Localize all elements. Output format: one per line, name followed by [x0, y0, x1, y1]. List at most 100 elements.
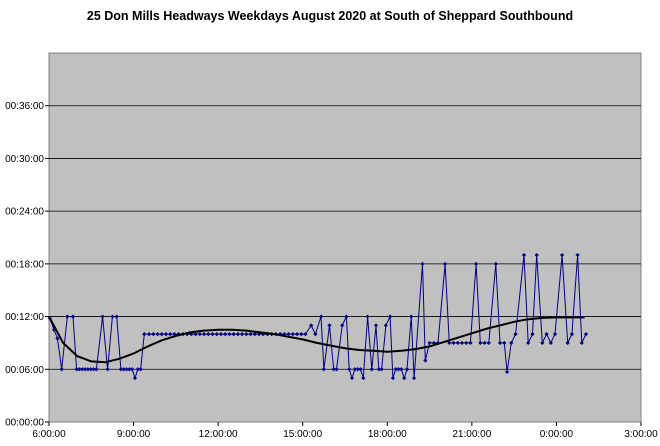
headway-point — [185, 332, 190, 337]
headway-point — [138, 367, 143, 372]
headway-point — [172, 332, 177, 337]
headway-point — [318, 314, 324, 319]
trend-line — [48, 316, 585, 364]
headway-point — [206, 332, 211, 337]
headway-point — [396, 367, 401, 372]
headway-point — [423, 358, 428, 363]
headway-point — [399, 367, 404, 372]
headway-point — [240, 332, 245, 337]
headway-point — [299, 332, 304, 337]
headway-point — [290, 332, 295, 337]
headway-point — [355, 367, 360, 372]
headway-point — [420, 261, 425, 266]
headway-point — [65, 314, 70, 319]
headway-point — [565, 340, 570, 346]
headway-point — [393, 367, 398, 372]
headway-point — [124, 367, 129, 372]
headway-point — [121, 367, 126, 372]
headway-point — [451, 340, 456, 346]
x-tick-label: 12:00:00 — [199, 429, 238, 440]
headway-point — [497, 340, 503, 346]
headway-point — [521, 252, 527, 258]
headway-point — [383, 323, 388, 328]
y-tick-label: 00:00:00 — [5, 418, 44, 429]
plot-area — [48, 52, 642, 423]
headway-point — [559, 252, 565, 258]
headway-point — [286, 332, 291, 337]
headway-point — [431, 340, 436, 346]
headway-point — [502, 340, 507, 346]
headway-point — [321, 367, 326, 372]
headway-point — [544, 332, 549, 337]
headway-point — [163, 332, 169, 337]
headway-point — [278, 332, 283, 337]
y-tick-label: 00:06:00 — [5, 365, 44, 376]
headway-point — [427, 340, 432, 346]
x-tick-label: 9:00:00 — [117, 429, 151, 440]
headway-point — [468, 340, 473, 346]
headway-point — [309, 323, 314, 328]
headway-point — [369, 367, 374, 372]
headway-point — [530, 332, 535, 337]
headway-point — [504, 369, 510, 375]
data-series — [47, 252, 589, 381]
headway-point — [579, 340, 584, 346]
headway-point — [513, 332, 518, 337]
headway-point — [82, 367, 88, 372]
headway-point — [447, 340, 452, 346]
headway-point — [244, 332, 249, 337]
headway-point — [105, 367, 110, 372]
headway-point — [442, 261, 448, 266]
headway-point — [575, 252, 580, 258]
x-tick-label: 0:00:00 — [540, 429, 574, 440]
headway-point — [189, 332, 194, 337]
headway-point — [409, 314, 414, 319]
headway-point — [548, 340, 553, 346]
headway-point — [142, 332, 147, 337]
headway-point — [77, 367, 82, 372]
headway-point — [358, 367, 363, 372]
headway-point — [282, 332, 287, 337]
x-tick-label: 21:00:00 — [452, 429, 491, 440]
headway-point — [365, 314, 370, 319]
headway-point — [159, 332, 164, 337]
headway-point — [478, 340, 483, 346]
headway-point — [402, 375, 407, 381]
headway-point — [482, 340, 487, 346]
headway-point — [74, 367, 79, 372]
headway-point — [347, 367, 352, 372]
headway-point — [55, 336, 60, 341]
headway-point — [509, 340, 514, 346]
headway-point — [130, 367, 135, 372]
headway-point — [540, 340, 545, 346]
headway-point — [526, 340, 531, 346]
headway-point — [176, 332, 181, 337]
headway-point — [100, 314, 105, 319]
headway-point — [201, 332, 207, 337]
headway-point — [91, 367, 96, 372]
headway-point — [390, 375, 396, 381]
y-tick-label: 00:12:00 — [5, 312, 44, 323]
headway-point — [218, 332, 224, 337]
headway-point — [464, 340, 469, 346]
headway-point — [459, 340, 465, 346]
headway-point — [94, 367, 99, 372]
y-tick-label: 00:24:00 — [5, 207, 44, 218]
headway-point — [373, 323, 379, 328]
headway-point — [70, 314, 76, 319]
headway-point — [340, 323, 345, 328]
headway-point — [248, 332, 253, 337]
headway-point — [214, 332, 219, 337]
headway-point — [352, 367, 357, 372]
headway-point — [132, 375, 138, 381]
headway-point — [231, 332, 236, 337]
headway-point — [569, 332, 575, 337]
headway-point — [376, 367, 381, 372]
headway-point — [344, 314, 349, 319]
headway-point — [135, 367, 140, 372]
headway-point — [349, 375, 355, 381]
headway-point — [493, 261, 498, 266]
headway-point — [388, 314, 393, 319]
headway-point — [331, 367, 336, 372]
headway-point — [404, 367, 410, 372]
